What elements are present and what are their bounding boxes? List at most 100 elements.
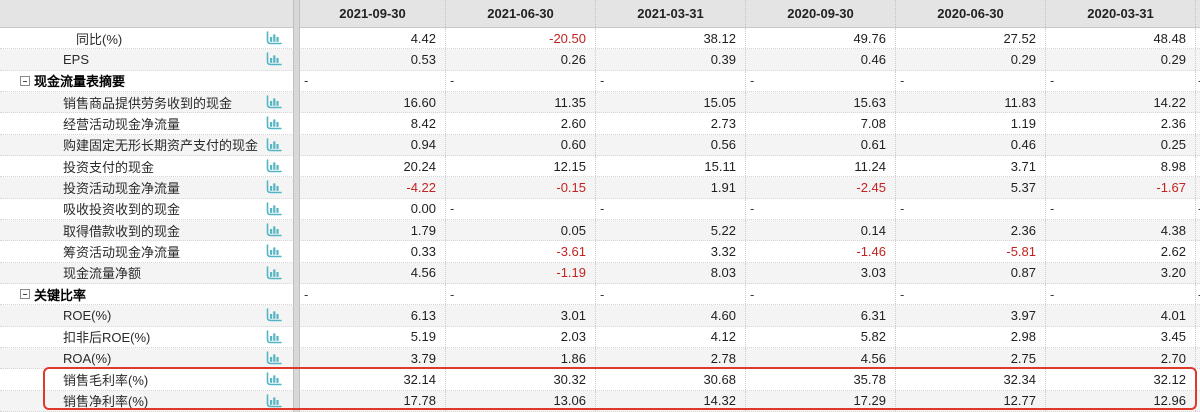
label-cell: 销售商品提供劳务收到的现金: [0, 92, 265, 112]
trend-chart-icon[interactable]: [265, 329, 282, 344]
label-cell: 关键比率: [0, 284, 265, 304]
row-label: 现金流量净额: [63, 266, 142, 282]
value-cell: 17.29: [746, 390, 896, 411]
value-cell: 48.48: [1046, 28, 1196, 49]
row-label: 销售净利率(%): [63, 394, 149, 410]
trend-chart-icon[interactable]: [265, 372, 282, 386]
table-row: 投资支付的现金 20.24 12.15 15.11 11.24 3.71 8.98: [0, 155, 1200, 178]
value-cell: 4.60: [596, 305, 746, 326]
value-cell: -0.15: [446, 177, 596, 198]
value-cell: -: [746, 283, 896, 305]
value-cell-clipped: [1196, 348, 1200, 368]
table-row: 销售商品提供劳务收到的现金 16.60 11.35 15.05 15.63 11.83 14…: [0, 91, 1200, 114]
value-cell: -1.19: [446, 262, 596, 283]
value-cell: -: [446, 70, 596, 91]
collapse-icon[interactable]: [20, 75, 30, 86]
value-cell: 14.22: [1046, 91, 1196, 113]
value-cell: 13.06: [446, 390, 596, 411]
value-cell: -: [896, 283, 1046, 305]
trend-chart-icon[interactable]: [265, 223, 282, 237]
value-cell: 0.87: [896, 262, 1046, 283]
value-cell: 5.82: [746, 326, 896, 347]
value-cell: -: [1046, 198, 1196, 219]
value-cell: 8.03: [596, 262, 746, 283]
label-cell: ROA(%): [0, 348, 265, 368]
trend-chart-icon[interactable]: [265, 159, 282, 173]
value-cell: 27.52: [896, 28, 1046, 49]
value-cell-clipped: [1196, 263, 1200, 283]
value-cell: 2.70: [1046, 347, 1196, 369]
row-label: 吸收投资收到的现金: [63, 202, 181, 218]
value-cell: 11.35: [446, 91, 596, 113]
value-cell: 0.26: [446, 49, 596, 70]
header-row: 2021-09-30 2021-06-30 2021-03-31 2020-09-30…: [0, 0, 1200, 28]
value-cell: 0.94: [300, 134, 446, 155]
value-cell: 4.38: [1046, 219, 1196, 241]
value-cell: 1.79: [300, 219, 446, 241]
row-label: ROA(%): [63, 350, 112, 366]
value-cell-clipped: [1196, 220, 1200, 240]
column-header-date: 2021-09-30: [300, 0, 446, 27]
icon-cell: [265, 369, 293, 389]
value-cell-clipped: [1196, 135, 1200, 155]
value-cell: 2.78: [596, 347, 746, 369]
table-row: 经营活动现金净流量 8.42 2.60 2.73 7.08 1.19 2.36: [0, 113, 1200, 135]
value-cell: 32.12: [1046, 369, 1196, 390]
trend-chart-icon[interactable]: [265, 95, 282, 109]
trend-chart-icon[interactable]: [265, 265, 282, 280]
value-cell: 15.11: [596, 155, 746, 177]
label-cell: EPS: [0, 49, 265, 69]
trend-chart-icon[interactable]: [265, 393, 282, 408]
icon-cell: [265, 391, 293, 411]
pane-splitter[interactable]: [293, 0, 300, 412]
value-cell: 2.98: [896, 326, 1046, 347]
value-cell: 1.19: [896, 113, 1046, 134]
trend-chart-icon[interactable]: [265, 116, 282, 130]
value-cell: 35.78: [746, 369, 896, 390]
table-row: 筹资活动现金净流量 0.33 -3.61 3.32 -1.46 -5.81 2.62: [0, 241, 1200, 263]
value-cell-clipped: [1196, 391, 1200, 411]
value-cell: -1.46: [746, 241, 896, 262]
trend-chart-icon[interactable]: [265, 52, 282, 66]
value-cell: -: [446, 283, 596, 305]
value-cell: -: [896, 70, 1046, 91]
value-cell: 0.56: [596, 134, 746, 155]
label-cell: 投资支付的现金: [0, 156, 265, 176]
trend-chart-icon[interactable]: [265, 180, 282, 194]
value-cell: -2.45: [746, 177, 896, 198]
icon-cell: [265, 305, 293, 325]
icon-cell: [265, 49, 293, 69]
trend-chart-icon[interactable]: [265, 31, 282, 45]
value-cell: 0.25: [1046, 134, 1196, 155]
row-label: 经营活动现金净流量: [63, 116, 181, 132]
trend-chart-icon[interactable]: [265, 244, 282, 258]
trend-chart-icon[interactable]: [265, 308, 282, 322]
table-row: ROA(%) 3.79 1.86 2.78 4.56 2.75 2.70: [0, 347, 1200, 370]
value-cell: 8.98: [1046, 155, 1196, 177]
value-cell: 11.24: [746, 155, 896, 177]
value-cell: 3.03: [746, 262, 896, 283]
collapse-icon[interactable]: [20, 289, 30, 300]
trend-chart-icon[interactable]: [265, 137, 282, 152]
value-cell: 3.01: [446, 305, 596, 326]
icon-cell: [265, 156, 293, 176]
row-label: 取得借款收到的现金: [63, 223, 181, 239]
value-cell: 12.77: [896, 390, 1046, 411]
table-row: 销售净利率(%) 17.78 13.06 14.32 17.29 12.77 12.96: [0, 390, 1200, 412]
value-cell-clipped: [1196, 156, 1200, 176]
value-cell: 6.31: [746, 305, 896, 326]
value-cell: -: [596, 283, 746, 305]
table-row: EPS 0.53 0.26 0.39 0.46 0.29 0.29: [0, 49, 1200, 71]
label-cell: 购建固定无形长期资产支付的现金: [0, 135, 265, 155]
trend-chart-icon[interactable]: [265, 201, 282, 216]
row-label: 筹资活动现金净流量: [63, 244, 181, 260]
value-cell-clipped: -: [1196, 199, 1200, 219]
value-cell: 5.19: [300, 326, 446, 347]
value-cell: 2.03: [446, 326, 596, 347]
row-label: 购建固定无形长期资产支付的现金: [63, 138, 259, 154]
trend-chart-icon[interactable]: [265, 351, 282, 365]
value-cell: 1.86: [446, 347, 596, 369]
value-cell: 3.71: [896, 155, 1046, 177]
value-cell: 2.36: [896, 219, 1046, 241]
